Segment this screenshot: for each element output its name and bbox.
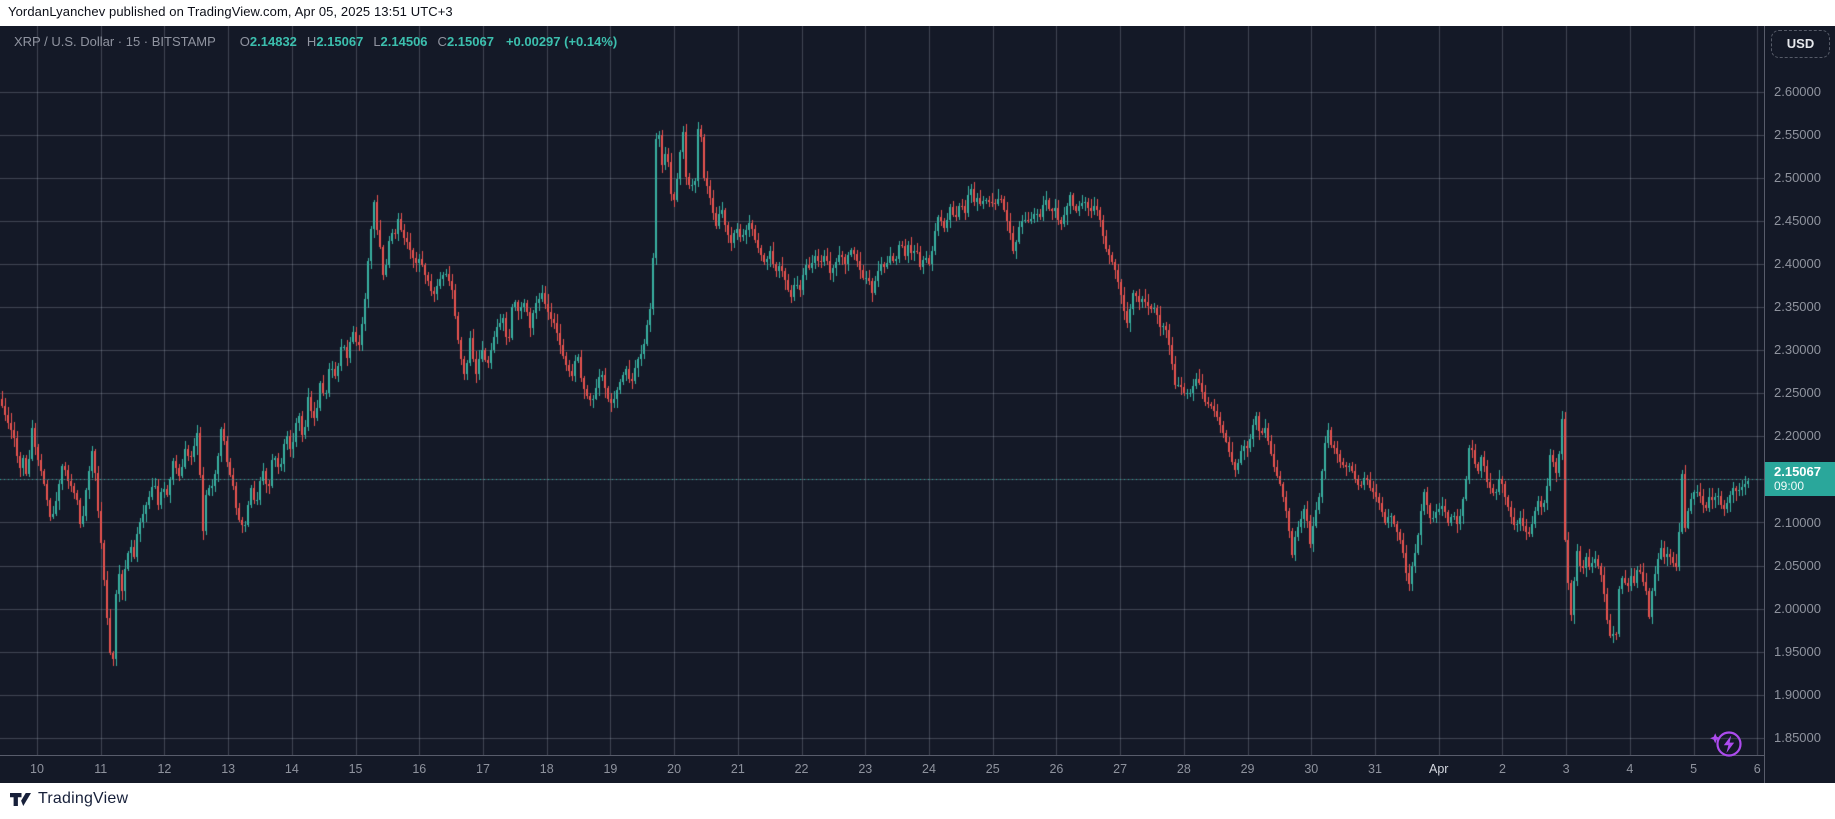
time-axis-label: 4 <box>1626 762 1634 776</box>
price-change: +0.00297 (+0.14%) <box>505 33 618 49</box>
tradingview-logo-icon <box>10 792 31 806</box>
boost-flash-icon[interactable] <box>1708 726 1746 762</box>
low-value: 2.14506 <box>380 33 428 49</box>
time-axis-label: 21 <box>730 762 745 776</box>
symbol-title[interactable]: XRP / U.S. Dollar · 15 · BITSTAMP <box>14 33 216 49</box>
open-value: 2.14832 <box>249 33 297 49</box>
symbol-legend: XRP / U.S. Dollar · 15 · BITSTAMP O 2.14… <box>14 32 617 50</box>
time-axis-label: Apr <box>1428 762 1449 776</box>
time-axis-label: 30 <box>1304 762 1319 776</box>
price-axis-label: 2.00000 <box>1774 600 1821 616</box>
time-axis-label: 23 <box>858 762 873 776</box>
last-price-time: 09:00 <box>1774 478 1805 493</box>
time-axis-label: 6 <box>1753 762 1761 776</box>
currency-toggle-button[interactable]: USD <box>1771 30 1830 58</box>
time-axis-label: 25 <box>985 762 1000 776</box>
time-axis-label: 22 <box>794 762 809 776</box>
price-axis-label: 1.90000 <box>1774 686 1821 702</box>
tradingview-brand-link[interactable]: TradingView <box>10 790 128 808</box>
price-axis-label: 2.60000 <box>1774 84 1821 99</box>
high-value: 2.15067 <box>316 33 364 49</box>
time-axis-label: 10 <box>30 762 44 776</box>
price-axis-label: 2.55000 <box>1774 127 1821 143</box>
time-axis-label: 24 <box>922 762 936 776</box>
price-scale[interactable]: USD 2.60000 2.55000 2.50000 2.45000 2.40000 2… <box>1764 26 1835 783</box>
high-label: H <box>306 33 317 49</box>
time-axis-label: 28 <box>1176 762 1191 776</box>
price-axis-label: 2.30000 <box>1774 342 1821 358</box>
close-label: C <box>437 33 447 49</box>
close-value: 2.15067 <box>446 33 494 49</box>
price-axis-label: 2.10000 <box>1774 514 1821 530</box>
time-axis-label: 20 <box>667 762 682 776</box>
time-axis-label: 19 <box>603 762 618 776</box>
price-axis-label: 2.45000 <box>1774 213 1821 229</box>
time-axis-label: 11 <box>94 762 108 776</box>
time-axis-label: 17 <box>476 762 490 776</box>
price-axis-label: 2.20000 <box>1774 428 1821 444</box>
tradingview-brand-text: TradingView <box>38 790 129 807</box>
attribution-text: YordanLyanchev published on TradingView.… <box>8 4 453 19</box>
open-label: O <box>239 33 250 49</box>
time-scale[interactable]: 10 11 12 13 14 15 16 17 18 19 20 21 22 23 24 25 26 27 28 29… <box>0 755 1764 784</box>
price-axis-label: 2.35000 <box>1774 299 1821 315</box>
candlestick-chart-canvas[interactable] <box>0 26 1764 755</box>
footer-bar: TradingView <box>0 783 1835 819</box>
time-axis-label: 15 <box>348 762 363 776</box>
time-axis-label: 14 <box>284 762 299 776</box>
time-axis-label: 26 <box>1049 762 1064 776</box>
price-axis-label: 1.95000 <box>1774 643 1821 659</box>
time-axis-label: 3 <box>1562 762 1570 776</box>
last-price-badge: 2.15067 09:00 <box>1765 461 1835 496</box>
time-axis-label: 5 <box>1690 762 1698 776</box>
time-axis-label: 16 <box>412 762 427 776</box>
price-axis-label: 2.25000 <box>1774 385 1821 401</box>
time-axis-label: 29 <box>1240 762 1255 776</box>
low-label: L <box>373 33 381 49</box>
time-axis-label: 27 <box>1113 762 1128 776</box>
chart-area: XRP / U.S. Dollar · 15 · BITSTAMP O 2.14… <box>0 26 1835 783</box>
price-axis-label: 2.40000 <box>1774 256 1821 272</box>
time-axis-label: 18 <box>539 762 554 776</box>
price-axis-label: 2.50000 <box>1774 170 1821 186</box>
time-axis-label: 31 <box>1368 762 1382 776</box>
price-axis-label: 2.05000 <box>1774 557 1821 573</box>
last-price-value: 2.15067 <box>1774 463 1821 479</box>
time-axis-label: 13 <box>221 762 236 776</box>
time-axis-label: 2 <box>1498 762 1506 776</box>
price-axis-label: 1.85000 <box>1774 729 1821 745</box>
attribution-bar: YordanLyanchev published on TradingView.… <box>0 0 1835 26</box>
time-axis-label: 12 <box>157 762 172 776</box>
